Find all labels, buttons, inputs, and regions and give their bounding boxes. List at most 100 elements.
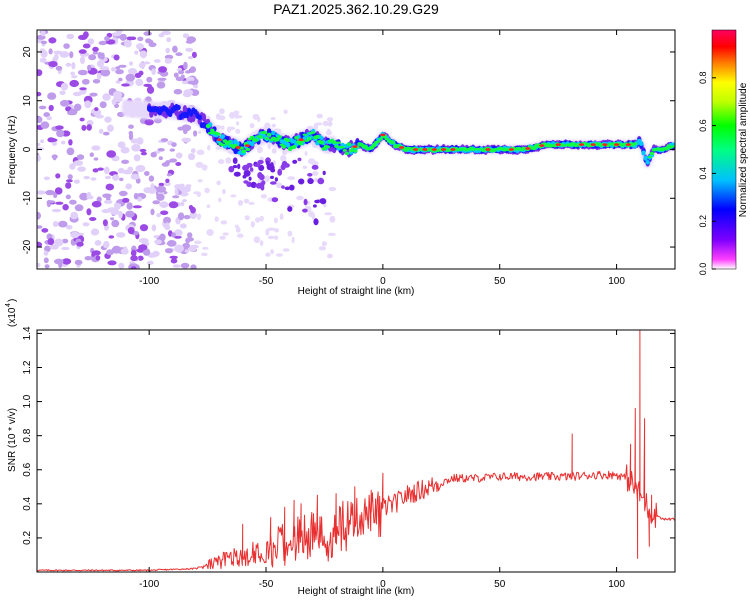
noise-blob [79,192,89,201]
snr-scale-exponent: 4 [5,303,12,307]
ridge-blob [216,132,221,136]
x-tick-label: 0 [380,276,386,287]
noise-blob [62,204,69,211]
noise-blob [191,51,197,59]
y-tick-label: 0.8 [22,428,33,442]
x-tick-label: 100 [608,276,625,287]
colorbar-tick-label: 0.2 [698,215,708,228]
noise-blob [61,140,66,145]
noise-blob [55,173,61,179]
noise-blob [71,75,78,79]
ridge-blob [632,142,638,146]
noise-blob [65,182,72,189]
noise-blob [311,213,316,221]
noise-blob [134,72,142,78]
noise-blob [65,62,72,67]
noise-blob [77,69,88,76]
noise-blob [99,101,107,109]
noise-blob [327,121,333,127]
noise-blob [65,194,71,200]
noise-blob [148,175,155,182]
noise-blob [255,217,261,223]
noise-blob [96,196,102,203]
noise-blob [129,61,133,66]
noise-blob [69,163,76,170]
spectrogram-x-label: Height of straight line (km) [298,286,415,297]
noise-blob [114,103,119,108]
ridge-blob [336,141,341,144]
ridge-branch-blob [233,171,241,177]
x-tick-label: 100 [608,579,625,590]
noise-blob [129,36,137,41]
noise-blob [275,182,283,189]
ridge-branch-blob [313,218,319,226]
noise-blob [188,205,194,210]
noise-blob [230,194,237,198]
noise-blob [196,149,205,156]
noise-blob [207,144,211,151]
noise-blob [46,200,56,204]
ridge-blob [306,137,312,141]
noise-blob [127,68,138,75]
noise-blob [151,224,157,232]
noise-blob [169,158,178,163]
noise-blob [134,50,139,55]
noise-blob [126,202,133,210]
colorbar-tick-label: 0.0 [698,263,708,276]
noise-blob [267,227,276,231]
noise-blob [257,116,261,123]
ridge-blob [266,132,272,137]
noise-blob [116,232,126,238]
colorbar-tick-label: 0.4 [698,167,708,180]
noise-blob [37,225,43,229]
noise-blob [54,187,63,195]
noise-blob [38,105,47,110]
ridge-blob [285,142,291,148]
ridge-branch-blob [268,164,275,171]
noise-blob [131,144,141,152]
ridge-blob [319,136,324,140]
ridge-blob [353,149,358,153]
noise-blob [138,62,146,69]
ridge-peak [216,138,222,142]
noise-blob [185,40,193,44]
noise-blob [40,40,48,45]
colorbar-tick-label: 0.6 [698,119,708,132]
ridge-blob [264,137,270,140]
ridge-halo [121,99,675,168]
noise-blob [95,255,101,261]
ridge-branch-blob [287,206,293,212]
noise-blob [43,250,49,256]
ridge-peak [380,133,386,137]
noise-blob [150,208,155,216]
noise-blob [163,181,171,187]
noise-blob [69,51,74,59]
ridge-branch-blob [274,177,278,182]
noise-blob [287,230,293,237]
noise-blob [171,257,177,261]
y-tick-label: -10 [22,191,33,206]
noise-blob [175,52,183,57]
ridge-branch-blob [322,170,326,176]
noise-blob [107,124,114,132]
noise-blob [196,213,202,220]
ridge-peak [235,146,241,149]
noise-blob [185,184,192,188]
noise-blob [80,56,85,65]
noise-blob [74,259,83,265]
noise-blob [102,219,108,227]
noise-blob [256,146,263,154]
ridge-branch-blob [277,168,283,176]
ridge-peak [298,138,304,142]
noise-blob [216,180,221,186]
noise-blob [130,266,137,269]
noise-blob [135,78,144,87]
noise-blob [260,194,267,199]
ridge-branch-blob [307,178,314,185]
ridge-blob [348,148,354,153]
noise-blob [44,264,50,269]
noise-blob [142,248,151,256]
ridge-branch-blob [281,185,285,189]
noise-blob [249,123,255,129]
